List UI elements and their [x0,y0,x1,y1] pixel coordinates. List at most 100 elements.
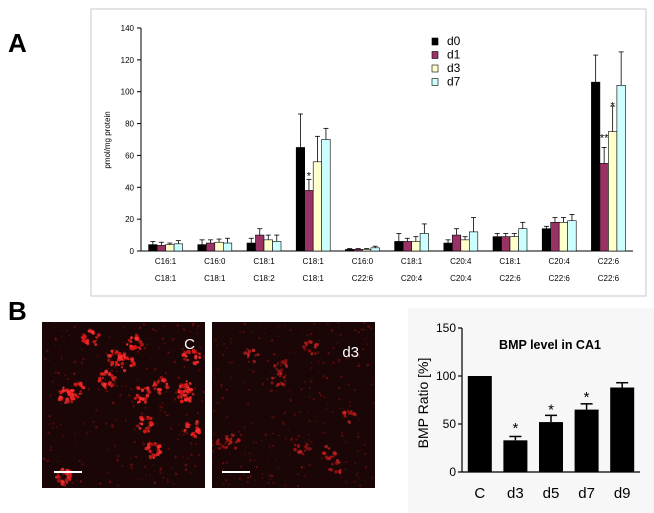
micrograph-speckle [263,332,266,335]
micrograph-puncta [196,360,200,364]
micrograph-speckle [288,453,291,456]
micrograph-puncta [247,349,252,353]
micrograph-speckle [230,338,232,340]
micrograph-speckle [170,466,173,469]
micrograph-speckle [165,414,167,416]
micrograph-puncta [330,455,334,458]
micrograph-puncta [60,397,64,401]
micrograph-puncta [148,441,152,445]
chart-b-x-tick-label: d5 [543,485,560,502]
micrograph-puncta [145,427,148,430]
micrograph-puncta [217,438,220,441]
micrograph-puncta [343,410,347,415]
micrograph-puncta [117,363,120,367]
micrograph-puncta [56,478,61,483]
chart-b-y-tick-label: 150 [436,321,456,335]
chart-a-bar-d7 [321,139,331,252]
micrograph-puncta [279,372,283,375]
micrograph-d3-image [212,322,375,488]
micrograph-speckle [344,461,347,464]
micrograph-speckle [310,447,313,450]
micrograph-speckle [53,388,56,391]
micrograph-speckle [43,414,45,416]
micrograph-speckle [48,359,50,362]
micrograph-speckle [130,466,134,470]
micrograph-puncta [88,328,92,332]
micrograph-speckle [163,325,166,328]
chart-a-y-tick-label: 40 [125,183,134,192]
micrograph-puncta [185,424,189,429]
micrograph-speckle [222,354,225,357]
micrograph-speckle [140,412,144,415]
micrograph-speckle [220,383,223,387]
micrograph-speckle [288,352,291,354]
micrograph-d3: d3 [212,322,375,488]
micrograph-speckle [60,357,63,360]
micrograph-puncta [140,342,144,347]
micrograph-speckle [154,329,157,333]
micrograph-puncta [198,356,202,359]
micrograph-speckle [212,440,213,442]
micrograph-puncta [331,463,334,466]
micrograph-speckle [332,361,335,365]
micrograph-puncta [254,354,257,357]
micrograph-speckle [119,394,122,397]
micrograph-speckle [225,461,229,464]
micrograph-speckle [136,350,140,353]
micrograph-speckle [221,444,224,447]
chart-a-x-tick-label-bottom: C18:1 [303,274,325,283]
micrograph-speckle [264,433,268,436]
micrograph-speckle [135,479,138,481]
micrograph-speckle [60,402,62,404]
micrograph-puncta [80,385,84,389]
micrograph-speckle [105,390,108,393]
micrograph-speckle [71,481,74,484]
micrograph-puncta [310,352,314,355]
micrograph-speckle [107,425,109,427]
chart-a-bar-d3 [608,131,618,252]
micrograph-speckle [217,368,220,371]
micrograph-puncta [305,447,309,450]
micrograph-speckle [216,401,219,404]
micrograph-speckle [151,354,153,356]
micrograph-speckle [196,327,198,330]
micrograph-speckle [357,354,361,358]
micrograph-control-image [42,322,205,487]
micrograph-puncta [327,467,331,471]
micrograph-speckle [42,357,45,359]
micrograph-speckle [161,337,164,340]
micrograph-puncta [184,428,187,432]
chart-a-ylabel: pmol/mg protein [103,111,112,168]
chart-a-x-tick-label-bottom: C20:4 [450,274,472,283]
micrograph-puncta [153,383,157,387]
micrograph-puncta [176,394,181,399]
chart-a-x-tick-label-top: C18:1 [499,257,521,266]
micrograph-puncta [343,414,347,418]
chart-a-bar-d1 [402,241,412,252]
chart-b-x-tick-label: C [474,485,485,502]
chart-a-legend-swatch-d7 [431,78,439,86]
micrograph-speckle [247,403,250,406]
micrograph-speckle [326,323,329,326]
micrograph-speckle [268,474,272,477]
micrograph-speckle [191,324,195,327]
chart-a-x-tick-label-bottom: C22:6 [549,274,571,283]
micrograph-puncta [224,440,227,443]
micrograph-speckle [182,456,184,458]
micrograph-speckle [113,444,116,447]
micrograph-speckle [244,453,247,455]
micrograph-puncta [307,339,312,344]
micrograph-speckle [307,449,310,452]
micrograph-puncta [236,438,241,443]
micrograph-speckle [310,380,313,383]
micrograph-puncta [94,343,98,346]
micrograph-speckle [107,368,110,370]
micrograph-speckle [270,389,274,393]
micrograph-puncta [97,380,100,383]
micrograph-speckle [242,330,245,333]
micrograph-speckle [55,426,58,429]
micrograph-puncta [143,429,147,434]
chart-a-bar-d0 [541,228,552,252]
micrograph-speckle [82,422,85,425]
micrograph-speckle [339,407,341,410]
